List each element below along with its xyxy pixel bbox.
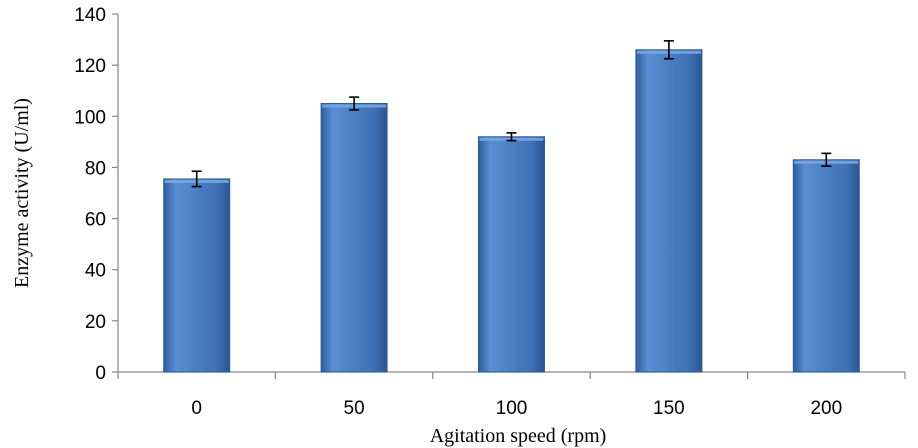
- y-tick-label: 80: [85, 158, 106, 179]
- bar-50: [320, 103, 388, 373]
- bar-200: [792, 159, 860, 373]
- x-tick-label: 100: [496, 398, 528, 419]
- error-bar-200: [821, 152, 832, 167]
- y-tick-label: 20: [85, 312, 106, 333]
- bars: [163, 49, 860, 373]
- error-bar-150: [663, 40, 674, 60]
- bar-0: [163, 178, 231, 373]
- y-tick-label: 140: [74, 5, 106, 26]
- y-tick-label: 100: [74, 107, 106, 128]
- y-axis: 0 20 40 60 80 100 120 140: [74, 5, 119, 384]
- bar-150: [635, 49, 703, 373]
- error-bar-0: [191, 170, 202, 188]
- y-tick-label: 60: [85, 210, 106, 231]
- error-bar-50: [349, 96, 360, 111]
- error-bars: [191, 40, 832, 188]
- x-tick-label: 150: [653, 398, 685, 419]
- y-tick-label: 40: [85, 261, 106, 282]
- x-tick-label: 0: [191, 398, 202, 419]
- bar-100: [478, 136, 545, 373]
- y-tick-label: 120: [74, 56, 106, 77]
- x-axis-title: Agitation speed (rpm): [430, 425, 607, 447]
- x-tick-label: 50: [344, 398, 365, 419]
- x-tick-label: 200: [810, 398, 842, 419]
- error-bar-100: [506, 132, 517, 142]
- x-axis: 0 50 100 150 200: [117, 371, 906, 419]
- y-axis-title: Enzyme activity (U/ml): [11, 98, 33, 288]
- y-tick-label: 0: [95, 363, 106, 384]
